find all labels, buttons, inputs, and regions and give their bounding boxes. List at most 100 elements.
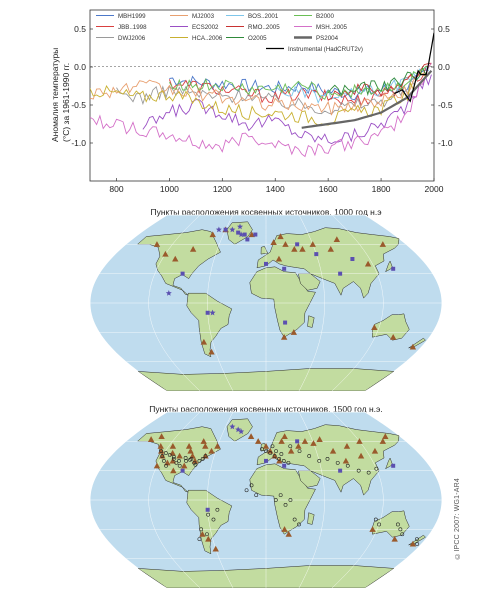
proxy-marker-circle	[167, 453, 172, 457]
proxy-marker-triangle	[389, 334, 397, 340]
proxy-marker-circle	[199, 527, 204, 532]
series-line-msh-2005	[90, 62, 432, 158]
proxy-marker-circle	[174, 460, 179, 465]
x-tick-label: 1200	[213, 184, 232, 194]
continent-eurasia	[256, 424, 400, 496]
proxy-marker-triangle	[199, 531, 206, 537]
proxy-marker-triangle	[176, 452, 183, 459]
proxy-marker-circle	[164, 463, 168, 468]
proxy-marker-circle	[211, 517, 216, 522]
proxy-marker-circle	[197, 537, 202, 542]
proxy-marker-circle	[373, 517, 378, 522]
legend-entry-label: PS2004	[316, 35, 339, 42]
proxy-marker-triangle	[200, 438, 207, 444]
proxy-marker-square	[314, 252, 319, 257]
proxy-marker-circle	[171, 455, 176, 459]
proxy-marker-circle	[197, 458, 202, 463]
x-tick-label: 1400	[266, 184, 285, 194]
y-axis-right: 0.5 0.0 -0.5 -1.0	[431, 24, 453, 148]
proxy-marker-circle	[374, 466, 379, 471]
proxy-marker-triangle	[277, 233, 284, 240]
proxy-marker-triangle	[299, 246, 306, 252]
proxy-marker-triangle	[278, 438, 285, 444]
proxy-marker-triangle	[371, 447, 379, 454]
temperature-reconstruction-chart: 800 1000 1200 1400 1600 1800 2000 0.5 0.0 -0.5 -1…	[50, 9, 453, 194]
legend-entry-label: B2000	[316, 13, 334, 20]
proxy-marker-circle	[203, 454, 208, 458]
proxy-marker-triangle	[409, 540, 417, 547]
proxy-marker-triangle	[329, 447, 337, 454]
graticule-meridian	[207, 215, 234, 391]
map-1500-markers	[147, 423, 420, 552]
proxy-marker-circle	[366, 470, 371, 475]
proxy-map-1500ad: Пункты расположения косвенных источников…	[89, 404, 443, 589]
proxy-marker-triangle	[153, 241, 161, 247]
proxy-marker-triangle	[271, 452, 278, 459]
graticule-meridian	[148, 412, 201, 588]
proxy-marker-triangle	[295, 443, 302, 449]
legend-entry-label: MSH..2005	[316, 24, 348, 31]
proxy-marker-circle	[278, 493, 283, 498]
proxy-marker-triangle	[270, 239, 277, 245]
proxy-marker-circle	[249, 483, 254, 488]
proxy-marker-circle	[264, 449, 268, 454]
proxy-marker-triangle	[214, 443, 221, 449]
proxy-marker-circle	[279, 452, 284, 456]
continent-eurasia	[256, 227, 400, 299]
x-axis: 800 1000 1200 1400 1600 1800 2000	[109, 178, 444, 194]
proxy-marker-triangle	[342, 457, 350, 464]
proxy-marker-triangle	[316, 436, 323, 442]
proxy-marker-triangle	[157, 443, 164, 449]
proxy-marker-circle	[171, 457, 176, 461]
proxy-marker-circle	[286, 460, 291, 465]
graticule-meridian	[298, 412, 325, 588]
proxy-marker-circle	[205, 532, 209, 537]
proxy-marker-circle	[192, 460, 197, 465]
proxy-marker-square	[282, 266, 287, 271]
proxy-marker-triangle	[255, 438, 262, 444]
proxy-marker-triangle	[282, 241, 289, 247]
proxy-marker-square	[338, 271, 343, 276]
y-tick-label-right: -1.0	[438, 138, 453, 148]
y-axis-label-line2: (°C) за 1961-1990 гг.	[61, 63, 71, 142]
legend-entry-label: O2005	[248, 35, 267, 42]
series-line-jbb-1998	[168, 65, 429, 107]
proxy-marker-triangle	[285, 531, 292, 537]
proxy-marker-circle	[273, 498, 278, 502]
proxy-marker-circle	[317, 458, 322, 463]
proxy-marker-triangle	[181, 462, 188, 469]
proxy-marker-circle	[163, 451, 168, 455]
legend-entry-label: HCA..2006	[192, 35, 223, 42]
legend-entry-label: JBB..1998	[118, 24, 147, 31]
proxy-marker-circle	[277, 457, 282, 461]
proxy-marker-star	[215, 226, 222, 233]
proxy-marker-square	[264, 261, 268, 266]
y-tick-label-right: 0.0	[438, 62, 450, 72]
proxy-marker-triangle	[281, 433, 288, 440]
y-axis-left: 0.5 0.0 -0.5 -1.0	[71, 24, 93, 148]
legend-entry-label: DWJ2006	[118, 35, 146, 42]
proxy-marker-circle	[414, 537, 419, 542]
proxy-marker-circle	[200, 457, 205, 461]
proxy-marker-triangle	[172, 255, 179, 262]
proxy-marker-circle	[398, 527, 403, 532]
proxy-marker-triangle	[185, 443, 193, 449]
continent-australia	[372, 510, 410, 538]
proxy-marker-star	[238, 428, 245, 435]
y-tick-label-right: -0.5	[438, 100, 453, 110]
proxy-marker-triangle	[202, 452, 209, 459]
proxy-marker-triangle	[310, 440, 317, 446]
proxy-marker-circle	[415, 542, 420, 546]
legend-entry-label: BOS..2001	[248, 13, 279, 20]
proxy-marker-star	[229, 423, 236, 430]
legend-entry-label: ECS2002	[192, 24, 219, 31]
proxy-marker-square	[223, 227, 228, 232]
proxy-marker-square	[391, 266, 396, 271]
proxy-marker-circle	[259, 447, 264, 452]
proxy-marker-triangle	[281, 526, 288, 532]
proxy-marker-triangle	[343, 443, 351, 449]
series-line-mj2003	[90, 66, 430, 116]
proxy-marker-triangle	[162, 250, 169, 257]
proxy-marker-square	[242, 232, 247, 237]
legend: MBH1999 MJ2003 BOS..2001 B2000 JBB..1998 ECS2…	[96, 13, 363, 53]
